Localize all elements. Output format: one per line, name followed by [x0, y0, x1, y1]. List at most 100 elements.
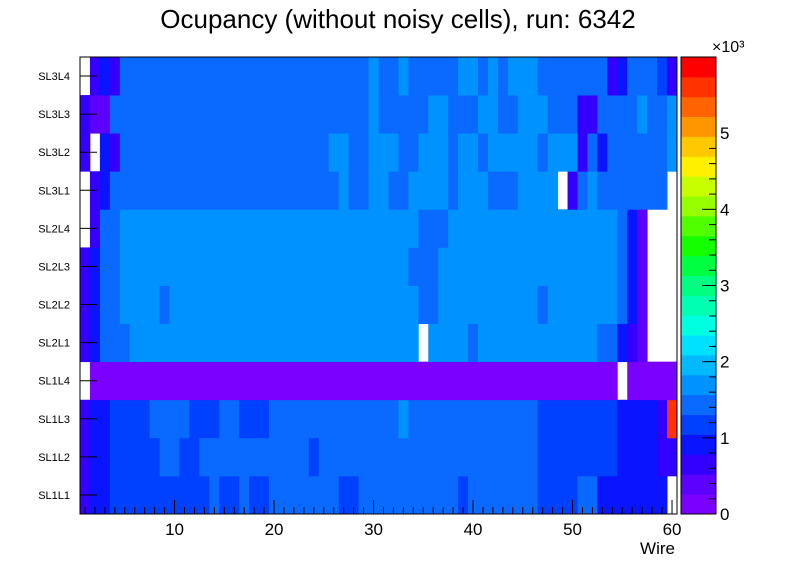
heatmap-cell-SL3L3-w31-35	[378, 95, 429, 134]
palette-band-1	[681, 474, 716, 495]
x-tick-label-40: 40	[464, 520, 483, 539]
heatmap-cell-SL3L1-w28-29	[348, 171, 369, 210]
heatmap-cell-SL1L1-w15-16	[219, 475, 240, 515]
chart-title: Ocupancy (without noisy cells), run: 634…	[160, 4, 635, 34]
heatmap-cell-SL3L2-w28-29	[348, 133, 369, 172]
heatmap-cell-SL1L3-w55-58	[617, 399, 658, 439]
y-tick-label-SL3L3: SL3L3	[38, 109, 70, 121]
x-tick-label-30: 30	[364, 520, 383, 539]
heatmap-cell-SL1L3-w59-59	[657, 399, 668, 439]
heatmap-cell-SL3L2-w39-40	[458, 133, 479, 172]
heatmap-cell-SL1L1-w39-39	[458, 475, 469, 515]
heatmap-cell-SL3L3-w36-37	[428, 95, 449, 134]
z-tick-label-0: 0	[720, 505, 729, 524]
heatmap-cell-SL2L1-w53-54	[597, 323, 618, 363]
heatmap-cell-SL3L4-w41-41	[478, 57, 489, 96]
heatmap-cell-SL1L3-w15-16	[219, 399, 240, 439]
heatmap-cell-SL1L1-w17-17	[239, 475, 250, 515]
heatmap-cell-SL3L4-w3-3	[99, 57, 111, 96]
palette-band-17	[681, 156, 716, 177]
color-palette	[681, 57, 716, 515]
heatmap-cell-SL3L2-w26-27	[328, 133, 350, 172]
y-tick-label-SL2L1: SL2L1	[38, 338, 70, 350]
palette-band-19	[681, 116, 716, 137]
z-tick-label-4: 4	[720, 200, 729, 219]
heatmap-cell-SL2L3-w55-55	[617, 247, 628, 286]
y-tick-label-SL2L4: SL2L4	[38, 223, 70, 235]
x-tick-label-50: 50	[563, 520, 582, 539]
heatmap-cell-SL2L2-w56-56	[627, 285, 638, 324]
heatmap-cell-SL3L4-w42-42	[487, 57, 499, 96]
heatmap-cell-SL2L3-w3-4	[99, 247, 121, 286]
heatmap-cell-SL3L3-w58-59	[647, 95, 668, 134]
heatmap-cell-SL3L2-w41-41	[478, 133, 489, 172]
heatmap-cell-SL1L4-w56-60	[627, 361, 678, 401]
heatmap-cell-SL2L2-w55-55	[617, 285, 628, 324]
palette-band-21	[681, 76, 716, 98]
heatmap-cell-SL3L1-w30-31	[368, 171, 389, 210]
heatmap-cell-SL2L4-w38-54	[448, 209, 618, 248]
heatmap-cell-SL3L3-w51-52	[577, 95, 598, 134]
x-tick-label-20: 20	[265, 520, 284, 539]
heatmap-cell-SL3L3-w57-57	[637, 95, 648, 134]
palette-band-20	[681, 96, 716, 118]
heatmap-cell-SL3L1-w53-59	[597, 171, 668, 210]
heatmap-cell-SL3L2-w35-37	[418, 133, 449, 172]
heatmap-cell-SL3L4-w56-58	[627, 57, 658, 96]
heatmap-cell-SL3L4-w44-46	[507, 57, 539, 96]
heatmap-cell-SL1L3-w2-3	[89, 399, 111, 439]
z-axis: 0 1 2 3 4 5	[702, 124, 729, 524]
palette-band-14	[681, 215, 716, 237]
heatmap-cell-SL1L1-w29-38	[358, 475, 459, 515]
heatmap-cell-SL3L3-w30-30	[368, 95, 379, 134]
heatmap-cell-SL1L2-w47-54	[537, 437, 618, 477]
heatmap-cell-SL1L3-w60-60	[667, 399, 678, 439]
x-tick-label-10: 10	[165, 520, 184, 539]
heatmap-cell-SL3L2-w38-38	[448, 133, 459, 172]
heatmap-cell-SL3L3-w53-56	[597, 95, 638, 134]
heatmap-cell-SL3L4-w34-38	[408, 57, 459, 96]
heatmap-cell-SL2L3-w34-36	[408, 247, 439, 286]
z-exponent-label: ×10³	[712, 39, 745, 56]
heatmap-cell-SL3L1-w51-51	[577, 171, 588, 210]
palette-band-11	[681, 275, 716, 296]
x-axis-label: Wire	[640, 539, 675, 558]
heatmap-cell-SL1L3-w4-7	[109, 399, 151, 439]
palette-band-7	[681, 355, 716, 376]
heatmap-cell-SL3L2-w53-53	[597, 133, 608, 172]
heatmap-cell-SL3L3-w41-42	[478, 95, 499, 134]
heatmap-cell-SL2L1-w40-40	[468, 323, 479, 363]
heatmap-cell-SL1L1-w4-13	[109, 475, 210, 515]
heatmap-cell-SL1L2-w25-46	[318, 437, 539, 477]
heatmap-cell-SL3L4-w30-30	[368, 57, 379, 96]
heatmap-cell-SL3L1-w38-38	[448, 171, 459, 210]
y-tick-label-SL3L2: SL3L2	[38, 147, 70, 159]
heatmap-cell-SL1L1-w27-28	[338, 475, 359, 515]
heatmap-cell-SL3L2-w51-51	[577, 133, 588, 172]
heatmap-cell-SL1L2-w11-12	[179, 437, 200, 477]
heatmap-cell-SL3L2-w4-4	[109, 133, 121, 172]
heatmap-cell-SL1L1-w14-14	[209, 475, 220, 515]
heatmap-cell-SL3L3-w48-50	[547, 95, 578, 134]
heatmap-cell-SL2L2-w9-9	[159, 285, 170, 324]
heatmap-cell-SL2L2-w3-4	[99, 285, 121, 324]
heatmap-cell-SL1L1-w47-50	[537, 475, 578, 515]
heatmap-cell-SL2L2-w35-36	[418, 285, 439, 324]
heatmap-cell-SL3L2-w33-34	[398, 133, 419, 172]
heatmap-cell-SL2L1-w36-39	[428, 323, 469, 363]
plot-frame	[79, 56, 678, 515]
heatmap-cell-SL3L1-w42-44	[487, 171, 519, 210]
heatmap-cell-SL3L4-w33-33	[398, 57, 409, 96]
heatmap-cell-SL3L2-w54-59	[607, 133, 668, 172]
x-axis: 10 20 30 40 50 60	[84, 500, 681, 539]
heatmap-cell-SL1L2-w4-8	[109, 437, 160, 477]
heatmap-cells	[80, 57, 678, 515]
heatmap-cell-SL2L1-w3-5	[99, 323, 131, 363]
heatmap-cell-SL3L3-w45-47	[517, 95, 549, 134]
y-tick-label-SL1L4: SL1L4	[38, 376, 70, 388]
palette-band-0	[681, 494, 716, 515]
heatmap-cell-SL2L1-w57-57	[637, 323, 648, 363]
heatmap-cell-SL3L1-w27-27	[338, 171, 350, 210]
heatmap-cell-SL3L3-w2-3	[89, 95, 111, 134]
